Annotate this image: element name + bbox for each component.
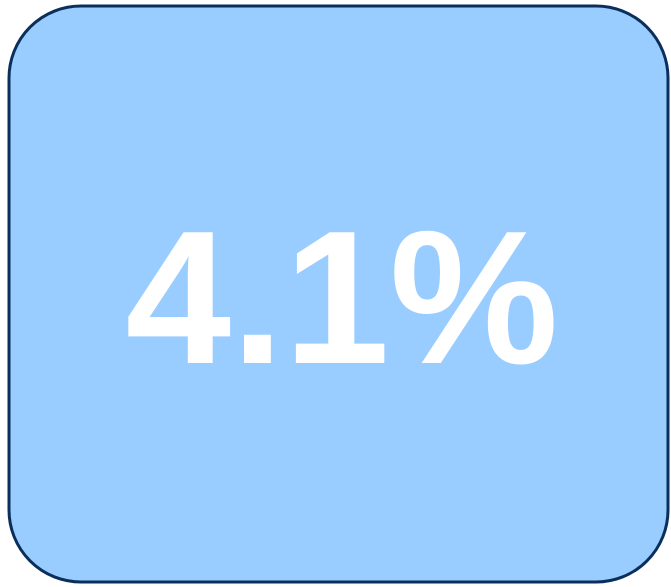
tile-value: 4.1%: [125, 192, 558, 404]
tile-box: [7, 4, 670, 584]
